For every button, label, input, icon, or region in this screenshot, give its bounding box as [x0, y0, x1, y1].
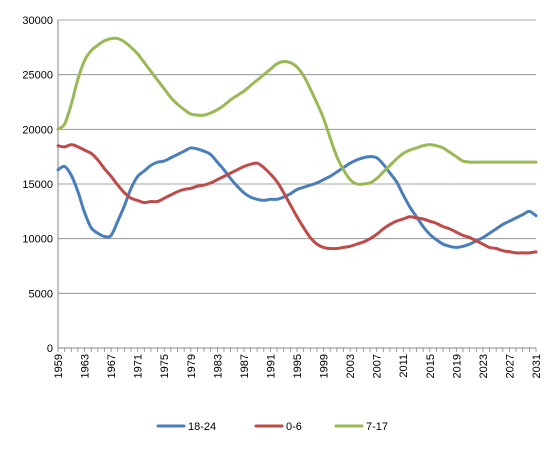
x-tick-label: 1971 [133, 354, 145, 378]
x-tick-label: 1975 [159, 354, 171, 378]
x-tick-label: 1967 [106, 354, 118, 378]
series-line-7-17 [56, 36, 538, 186]
y-tick-label: 20000 [22, 124, 53, 136]
x-tick-label: 2003 [345, 354, 357, 378]
gridlines [58, 19, 536, 294]
legend-label: 0-6 [286, 421, 302, 433]
y-tick-label: 0 [47, 343, 53, 355]
x-tick-label: 2015 [425, 354, 437, 378]
legend: 18-24 0-6 7-17 [156, 421, 388, 433]
x-tick-label: 1963 [80, 354, 92, 378]
x-tick-label: 1995 [292, 354, 304, 378]
x-tick-label: 2027 [504, 354, 516, 378]
x-tick-label: 1999 [319, 354, 331, 378]
x-tick-label: 1959 [53, 354, 65, 378]
y-tick-labels: 0 5000 10000 15000 20000 25000 30000 [22, 15, 53, 355]
legend-label: 7-17 [366, 421, 388, 433]
x-tick-labels: 1959 1963 1967 1971 1975 1979 1983 1987 1991 1995… [53, 354, 543, 378]
x-tick-label: 2011 [398, 354, 410, 378]
series-line-18-24 [56, 146, 538, 249]
x-tick-label: 2007 [372, 354, 384, 378]
series-line-0-6 [56, 143, 538, 255]
y-tick-label: 30000 [22, 15, 53, 27]
x-tick-label: 2019 [451, 354, 463, 378]
y-tick-label: 10000 [22, 234, 53, 246]
x-tick-label: 1987 [239, 354, 251, 378]
series-lines [56, 36, 538, 255]
x-tick-label: 1991 [265, 354, 277, 378]
x-tick-label: 1983 [212, 354, 224, 378]
y-tick-label: 5000 [29, 288, 53, 300]
x-tick-label: 2023 [478, 354, 490, 378]
y-tick-label: 25000 [22, 70, 53, 82]
x-tick-label: 1979 [186, 354, 198, 378]
x-tick-label: 2031 [531, 354, 543, 378]
y-tick-label: 15000 [22, 179, 53, 191]
legend-label: 18-24 [188, 421, 216, 433]
axes [57, 20, 537, 352]
